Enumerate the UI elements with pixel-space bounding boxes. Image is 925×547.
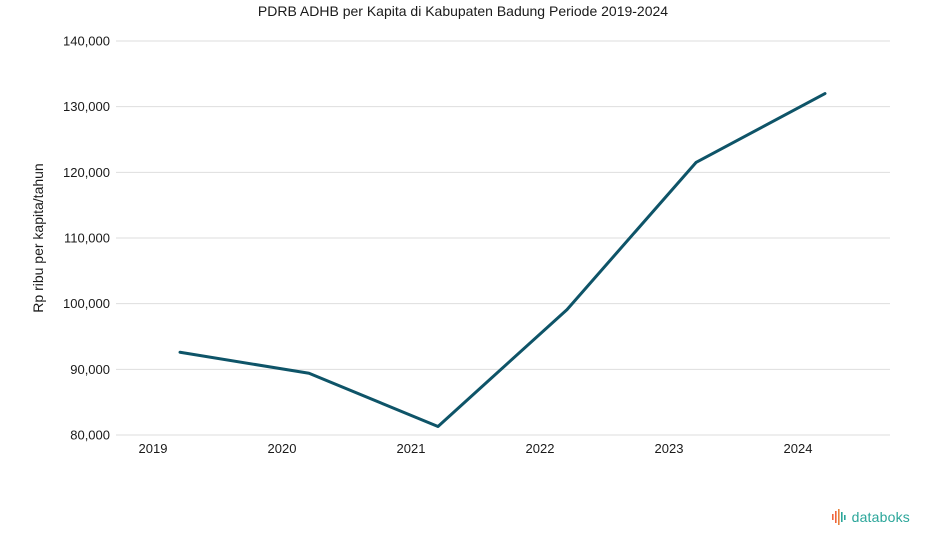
series-line xyxy=(178,92,827,428)
data-point[interactable] xyxy=(694,161,698,164)
series-group xyxy=(178,92,827,428)
x-tick-label: 2023 xyxy=(655,441,684,456)
y-tick-label: 120,000 xyxy=(63,165,110,180)
y-axis-label: Rp ribu per kapita/tahun xyxy=(30,163,46,312)
y-axis-ticks: 80,000 90,000 100,000 110,000 120,000 130,000… xyxy=(63,34,110,443)
x-tick-label: 2020 xyxy=(268,441,297,456)
chart-title: PDRB ADHB per Kapita di Kabupaten Badung… xyxy=(258,3,668,19)
gridlines xyxy=(116,40,890,436)
y-tick-label: 140,000 xyxy=(63,34,110,49)
data-point[interactable] xyxy=(307,372,311,375)
x-tick-label: 2024 xyxy=(784,441,813,456)
databoks-logo[interactable]: databoks xyxy=(831,508,910,526)
y-tick-label: 110,000 xyxy=(64,231,110,246)
x-axis-ticks: 2019 2020 2021 2022 2023 2024 xyxy=(139,441,813,456)
y-tick-label: 130,000 xyxy=(63,99,110,114)
x-tick-label: 2019 xyxy=(139,441,168,456)
x-tick-label: 2021 xyxy=(397,441,426,456)
data-point[interactable] xyxy=(178,351,182,354)
data-point[interactable] xyxy=(823,92,827,95)
data-point[interactable] xyxy=(565,308,569,311)
logo-text: databoks xyxy=(851,509,910,525)
y-tick-label: 100,000 xyxy=(63,296,110,311)
data-point[interactable] xyxy=(436,425,440,428)
y-tick-label: 90,000 xyxy=(70,362,110,377)
databoks-bars-icon xyxy=(831,509,846,525)
y-tick-label: 80,000 xyxy=(70,428,110,443)
x-tick-label: 2022 xyxy=(526,441,555,456)
